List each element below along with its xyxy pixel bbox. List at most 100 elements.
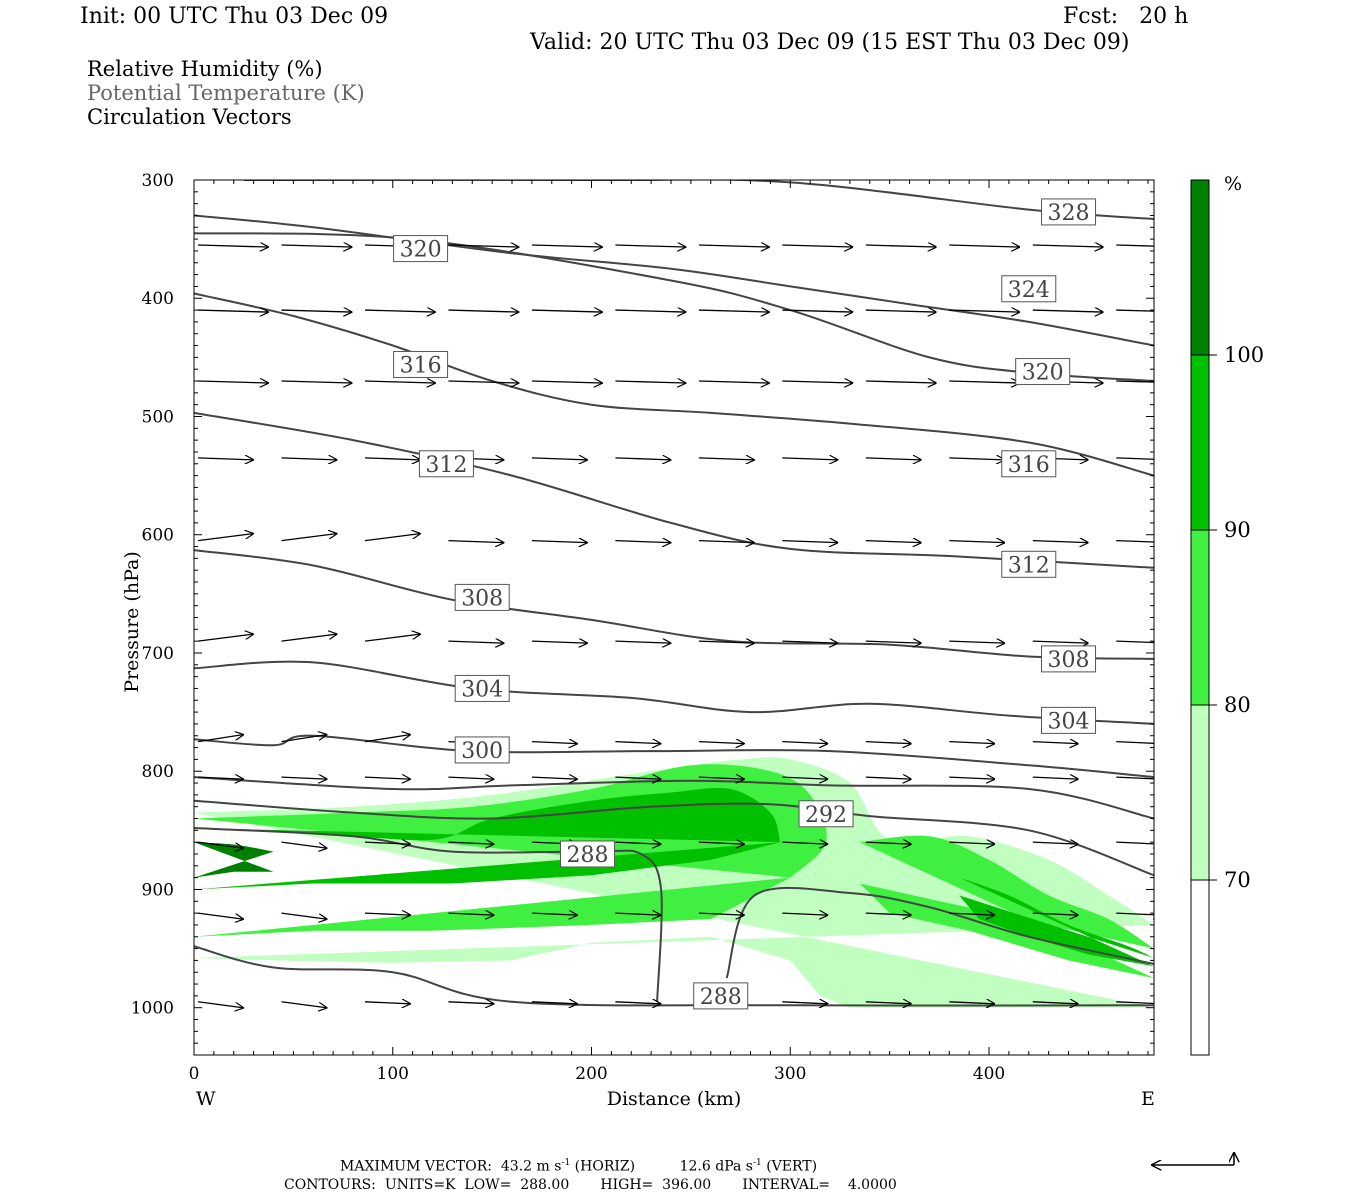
y-tick-label: 400 [142, 289, 174, 309]
contours-line: CONTOURS: UNITS=K LOW= 288.00 HIGH= 396.… [284, 1177, 897, 1193]
theta-label-box [454, 736, 510, 764]
theta-label-292: 292 [798, 800, 854, 828]
theta-label-box [418, 450, 474, 478]
wind-vector [865, 310, 936, 312]
theta-label-text: 288 [567, 843, 609, 868]
wind-vector [1032, 913, 1078, 915]
wind-vector [197, 912, 243, 919]
wind-vector [949, 777, 994, 779]
wind-vector [1032, 641, 1088, 643]
contour-labels: 328 324 320 320 316 316 312 312 308 308 304 304 300 2… [393, 198, 1097, 1010]
theta-contour-320 [194, 232, 1154, 382]
colorbar-swatch [1191, 180, 1209, 355]
wind-vector [281, 310, 351, 312]
theta-label-text: 324 [1008, 278, 1050, 303]
forecast-hour: Fcst: 20 h [1063, 4, 1189, 29]
theta-label-box [1015, 358, 1071, 386]
wind-vector [949, 913, 994, 915]
theta-label-text: 320 [400, 238, 442, 263]
x-tick-label: 0 [189, 1064, 200, 1084]
wind-vector [364, 381, 435, 383]
rh-100-region [194, 842, 274, 878]
wind-vector [615, 458, 670, 460]
wind-vector [197, 534, 253, 542]
vert-suffix: (VERT) [766, 1158, 818, 1175]
horiz-suffix: (HORIZ) [574, 1158, 636, 1175]
wind-vector [197, 841, 243, 848]
wind-vector [949, 641, 1004, 643]
wind-vector [698, 458, 754, 460]
max-vector-line: MAXIMUM VECTOR: 43.2 m s-1 (HORIZ) 12.6 … [340, 1158, 817, 1175]
x-west-label: W [196, 1088, 216, 1110]
theta-label-text: 328 [1048, 201, 1090, 226]
wind-vector [698, 245, 769, 247]
wind-vector [197, 1001, 243, 1008]
wind-vector [782, 245, 852, 247]
theta-label-304: 304 [1041, 706, 1097, 734]
theta-label-box [1001, 275, 1057, 303]
theta-label-box [693, 982, 749, 1010]
wind-vector [531, 1002, 577, 1004]
y-tick-label: 1000 [131, 999, 174, 1019]
wind-vector [949, 245, 1019, 247]
wind-vector [531, 310, 602, 312]
theta-label-324: 324 [1001, 275, 1057, 303]
rh-shading [194, 757, 1154, 1008]
wind-vector [1032, 1002, 1078, 1004]
wind-vector [197, 381, 268, 383]
wind-vector [782, 1002, 827, 1004]
wind-vector [197, 735, 243, 743]
theta-contour-296 [194, 776, 1154, 820]
theta-label-text: 316 [1008, 453, 1050, 478]
wind-vector [1032, 742, 1078, 744]
wind-vector [1116, 244, 1154, 247]
theta-label-308: 308 [454, 583, 510, 611]
wind-vector [698, 777, 744, 779]
contours-label: CONTOURS: [284, 1177, 376, 1193]
horiz-exponent: -1 [561, 1158, 571, 1168]
wind-vector [782, 541, 837, 543]
theta-label-text: 292 [805, 803, 847, 828]
colorbar-unit: % [1224, 173, 1242, 195]
wind-vector [1032, 777, 1078, 779]
theta-label-box [1041, 198, 1097, 226]
theta-contour-328 [243, 180, 1154, 220]
wind-vector [949, 742, 994, 744]
theta-contour-324 [194, 214, 1154, 347]
y-tick-label: 900 [142, 880, 174, 900]
wind-vector [615, 742, 660, 744]
reference-vector [1152, 1153, 1234, 1165]
theta-contour-308 [194, 549, 1154, 660]
theta-label-312: 312 [418, 450, 474, 478]
wind-vector [531, 458, 587, 460]
wind-vector [448, 913, 493, 915]
wind-vector [698, 381, 769, 383]
theta-label-text: 320 [1022, 361, 1064, 386]
colorbar-label: 100 [1224, 343, 1264, 367]
wind-vector [531, 381, 602, 383]
wind-vector [364, 842, 410, 844]
wind-vector [197, 634, 253, 642]
wind-vector [949, 1002, 994, 1004]
wind-vector [281, 381, 351, 383]
wind-vector [865, 842, 911, 844]
wind-vector [1032, 310, 1103, 312]
wind-vector [197, 458, 253, 460]
y-tick-label: 500 [142, 407, 174, 427]
wind-vector [782, 913, 827, 915]
x-tick-label: 300 [774, 1064, 806, 1084]
wind-vector [1032, 842, 1078, 844]
wind-vector [364, 534, 420, 542]
theta-label-316: 316 [393, 350, 449, 378]
vert-exponent: -1 [752, 1158, 762, 1168]
x-tick-label: 200 [575, 1064, 607, 1084]
wind-vector [615, 310, 685, 312]
contours-units: UNITS=K [384, 1177, 456, 1193]
theta-label-312: 312 [1001, 550, 1057, 578]
wind-vector [364, 1002, 410, 1004]
theta-contour-316 [194, 292, 1154, 477]
rh-90-100-region-west [194, 787, 781, 890]
theta-contour-304 [194, 660, 1154, 725]
theta-label-320: 320 [1015, 358, 1071, 386]
wind-vector [1116, 742, 1154, 744]
